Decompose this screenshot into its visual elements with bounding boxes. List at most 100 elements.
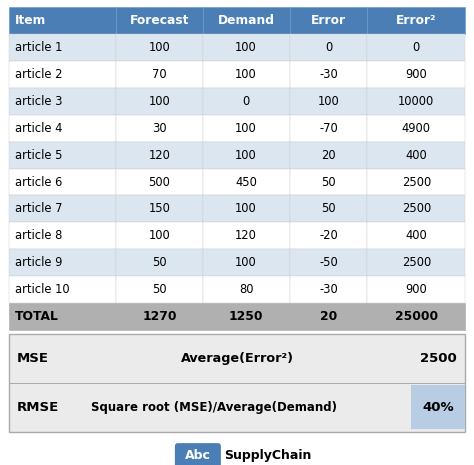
Text: TOTAL: TOTAL bbox=[15, 310, 59, 323]
Text: 2500: 2500 bbox=[402, 202, 431, 215]
Bar bbox=[367, 142, 465, 169]
Text: 100: 100 bbox=[148, 229, 170, 242]
Bar bbox=[367, 34, 465, 61]
Text: 25000: 25000 bbox=[395, 310, 438, 323]
Bar bbox=[203, 142, 290, 169]
Bar bbox=[290, 34, 367, 61]
Text: 100: 100 bbox=[318, 95, 339, 108]
Bar bbox=[367, 303, 465, 330]
Text: 1270: 1270 bbox=[142, 310, 177, 323]
Text: 20: 20 bbox=[320, 310, 337, 323]
Bar bbox=[116, 115, 203, 142]
Text: 2500: 2500 bbox=[402, 256, 431, 269]
Bar bbox=[290, 276, 367, 303]
Text: 0: 0 bbox=[413, 41, 420, 54]
Text: article 9: article 9 bbox=[15, 256, 62, 269]
Text: 500: 500 bbox=[148, 175, 170, 188]
Bar bbox=[203, 115, 290, 142]
Bar bbox=[203, 88, 290, 115]
Text: article 1: article 1 bbox=[15, 41, 62, 54]
Bar bbox=[116, 34, 203, 61]
Text: article 6: article 6 bbox=[15, 175, 62, 188]
Bar bbox=[203, 195, 290, 222]
Text: -30: -30 bbox=[319, 68, 338, 81]
Bar bbox=[116, 222, 203, 249]
Text: 100: 100 bbox=[235, 41, 257, 54]
Text: article 5: article 5 bbox=[15, 149, 62, 162]
Text: 100: 100 bbox=[235, 202, 257, 215]
Text: RMSE: RMSE bbox=[17, 401, 59, 413]
Bar bbox=[367, 276, 465, 303]
Text: -20: -20 bbox=[319, 229, 338, 242]
Bar bbox=[9, 61, 116, 88]
Bar bbox=[203, 222, 290, 249]
Text: article 3: article 3 bbox=[15, 95, 62, 108]
Bar bbox=[9, 334, 465, 432]
Text: 80: 80 bbox=[239, 283, 254, 296]
Text: 0: 0 bbox=[325, 41, 332, 54]
Bar bbox=[290, 7, 367, 34]
Text: 100: 100 bbox=[235, 256, 257, 269]
Bar bbox=[203, 249, 290, 276]
Text: 50: 50 bbox=[321, 175, 336, 188]
Bar bbox=[203, 61, 290, 88]
Bar bbox=[116, 303, 203, 330]
Text: 40%: 40% bbox=[422, 401, 454, 413]
FancyBboxPatch shape bbox=[175, 443, 221, 465]
Bar bbox=[411, 385, 465, 429]
Text: Average(Error²): Average(Error²) bbox=[181, 352, 293, 365]
Text: 50: 50 bbox=[152, 256, 167, 269]
Bar bbox=[116, 169, 203, 195]
Bar bbox=[367, 249, 465, 276]
Text: 2500: 2500 bbox=[402, 175, 431, 188]
Bar bbox=[367, 61, 465, 88]
Text: 400: 400 bbox=[405, 229, 427, 242]
Bar bbox=[203, 7, 290, 34]
Text: 100: 100 bbox=[148, 95, 170, 108]
Text: 100: 100 bbox=[235, 122, 257, 135]
Bar bbox=[9, 276, 116, 303]
Bar bbox=[290, 88, 367, 115]
Bar bbox=[9, 7, 116, 34]
Bar bbox=[367, 195, 465, 222]
Bar bbox=[367, 169, 465, 195]
Text: Error²: Error² bbox=[396, 14, 437, 27]
Bar bbox=[9, 195, 116, 222]
Text: 120: 120 bbox=[148, 149, 170, 162]
Text: SupplyChain: SupplyChain bbox=[224, 449, 311, 462]
Bar bbox=[9, 142, 116, 169]
Bar bbox=[367, 115, 465, 142]
Text: Item: Item bbox=[15, 14, 46, 27]
Text: Abc: Abc bbox=[185, 449, 211, 462]
Bar bbox=[9, 34, 116, 61]
Bar bbox=[290, 61, 367, 88]
Text: -30: -30 bbox=[319, 283, 338, 296]
Text: article 2: article 2 bbox=[15, 68, 62, 81]
Bar bbox=[116, 142, 203, 169]
Text: Demand: Demand bbox=[218, 14, 274, 27]
Text: 100: 100 bbox=[148, 41, 170, 54]
Bar bbox=[116, 195, 203, 222]
Text: article 7: article 7 bbox=[15, 202, 62, 215]
Bar bbox=[9, 169, 116, 195]
Text: 4900: 4900 bbox=[402, 122, 431, 135]
Text: 30: 30 bbox=[152, 122, 167, 135]
Bar bbox=[116, 88, 203, 115]
Text: MSE: MSE bbox=[17, 352, 49, 365]
Text: -50: -50 bbox=[319, 256, 338, 269]
Text: article 8: article 8 bbox=[15, 229, 62, 242]
Text: -70: -70 bbox=[319, 122, 338, 135]
Bar bbox=[203, 276, 290, 303]
Bar bbox=[290, 249, 367, 276]
Bar bbox=[9, 222, 116, 249]
Bar bbox=[203, 303, 290, 330]
Text: 10000: 10000 bbox=[398, 95, 435, 108]
Bar bbox=[116, 7, 203, 34]
Text: article 10: article 10 bbox=[15, 283, 69, 296]
Text: Forecast: Forecast bbox=[129, 14, 189, 27]
Bar bbox=[9, 88, 116, 115]
Bar bbox=[9, 249, 116, 276]
Bar bbox=[290, 195, 367, 222]
Bar bbox=[290, 222, 367, 249]
Text: 0: 0 bbox=[243, 95, 250, 108]
